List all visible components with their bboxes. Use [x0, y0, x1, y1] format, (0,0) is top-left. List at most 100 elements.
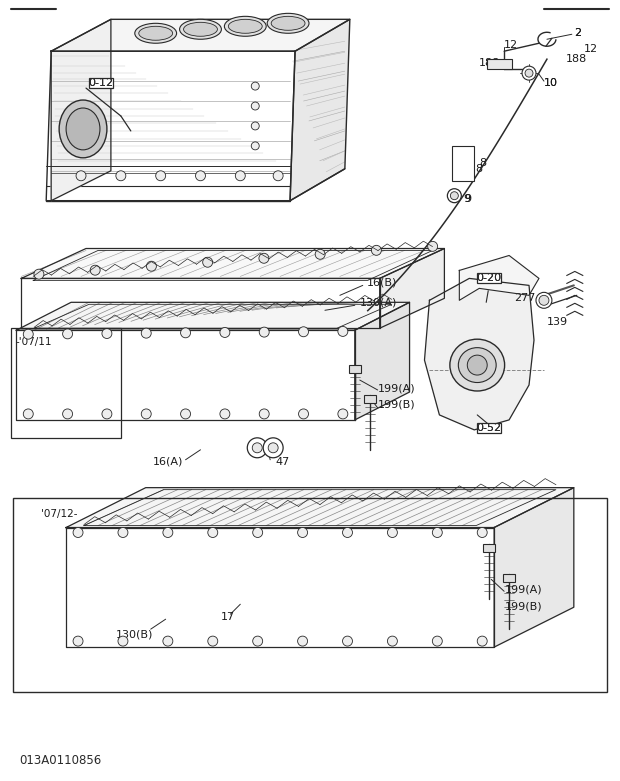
Circle shape: [251, 102, 259, 110]
Text: 199(B): 199(B): [505, 601, 542, 612]
Circle shape: [536, 292, 552, 308]
Circle shape: [163, 527, 173, 537]
Circle shape: [195, 171, 205, 180]
Circle shape: [220, 327, 230, 337]
Circle shape: [522, 66, 536, 80]
Text: 0-52: 0-52: [477, 423, 502, 433]
Circle shape: [299, 326, 309, 337]
Circle shape: [338, 409, 348, 419]
Circle shape: [315, 249, 325, 259]
Circle shape: [76, 171, 86, 180]
Circle shape: [450, 191, 458, 200]
Circle shape: [156, 171, 166, 180]
Text: 188: 188: [479, 58, 500, 68]
Text: 9: 9: [463, 194, 471, 204]
Circle shape: [428, 241, 438, 251]
Circle shape: [388, 636, 397, 646]
Polygon shape: [290, 20, 350, 201]
Text: 9: 9: [464, 194, 471, 204]
Circle shape: [298, 636, 308, 646]
Circle shape: [252, 443, 262, 453]
Ellipse shape: [139, 27, 172, 41]
Bar: [89, 78, 113, 88]
Polygon shape: [51, 20, 350, 52]
Circle shape: [388, 527, 397, 537]
Circle shape: [342, 527, 353, 537]
Circle shape: [467, 355, 487, 375]
Ellipse shape: [271, 16, 305, 30]
Circle shape: [63, 329, 73, 339]
Bar: [349, 365, 361, 373]
Circle shape: [146, 261, 156, 271]
Text: 16(A): 16(A): [153, 457, 183, 467]
Circle shape: [180, 409, 190, 419]
Circle shape: [180, 328, 190, 338]
Circle shape: [220, 409, 230, 419]
Ellipse shape: [224, 16, 266, 36]
Circle shape: [525, 70, 533, 77]
Circle shape: [163, 636, 173, 646]
Text: 0-52: 0-52: [477, 423, 502, 433]
Circle shape: [247, 438, 267, 458]
Circle shape: [477, 636, 487, 646]
Circle shape: [432, 527, 442, 537]
Polygon shape: [16, 302, 410, 330]
Circle shape: [24, 409, 33, 419]
Circle shape: [90, 266, 100, 275]
Text: 0-12: 0-12: [89, 78, 113, 88]
Circle shape: [251, 122, 259, 130]
Circle shape: [118, 527, 128, 537]
Circle shape: [448, 189, 461, 203]
Ellipse shape: [66, 108, 100, 150]
Polygon shape: [46, 52, 295, 201]
Circle shape: [268, 443, 278, 453]
Circle shape: [251, 82, 259, 90]
Text: 013A0110856: 013A0110856: [19, 754, 102, 767]
Text: '07/12-: '07/12-: [41, 508, 78, 519]
Circle shape: [116, 171, 126, 180]
Polygon shape: [459, 255, 539, 301]
Circle shape: [253, 636, 263, 646]
Circle shape: [264, 438, 283, 458]
Bar: [477, 423, 501, 433]
Bar: [503, 574, 515, 583]
Ellipse shape: [458, 348, 496, 383]
Circle shape: [141, 409, 151, 419]
Bar: [487, 59, 512, 70]
Text: 277: 277: [514, 294, 536, 303]
Polygon shape: [355, 302, 410, 420]
Text: 8: 8: [479, 158, 486, 168]
Polygon shape: [16, 330, 355, 420]
Circle shape: [253, 527, 263, 537]
Text: 130(A): 130(A): [360, 298, 397, 307]
Bar: [11, 328, 121, 438]
Circle shape: [208, 527, 218, 537]
Circle shape: [342, 636, 353, 646]
Bar: [453, 146, 474, 180]
Circle shape: [539, 295, 549, 305]
Polygon shape: [494, 487, 574, 647]
Bar: [477, 273, 501, 284]
Ellipse shape: [450, 339, 505, 391]
Ellipse shape: [59, 100, 107, 158]
Circle shape: [102, 409, 112, 419]
Circle shape: [432, 636, 442, 646]
Text: 2: 2: [574, 28, 581, 38]
Text: 188: 188: [566, 54, 587, 64]
Circle shape: [34, 269, 44, 279]
Circle shape: [118, 636, 128, 646]
Text: 12: 12: [584, 45, 598, 54]
Text: -'07/11: -'07/11: [16, 337, 52, 348]
Circle shape: [102, 329, 112, 338]
Circle shape: [203, 257, 213, 267]
Circle shape: [371, 245, 381, 255]
Text: 12: 12: [504, 41, 518, 50]
Circle shape: [24, 330, 33, 339]
Text: 10: 10: [544, 78, 558, 88]
Polygon shape: [66, 527, 494, 647]
Text: 2: 2: [574, 28, 581, 38]
Polygon shape: [51, 20, 111, 201]
Text: 0-12: 0-12: [89, 78, 113, 88]
Polygon shape: [66, 487, 574, 527]
Bar: [14, 497, 606, 692]
